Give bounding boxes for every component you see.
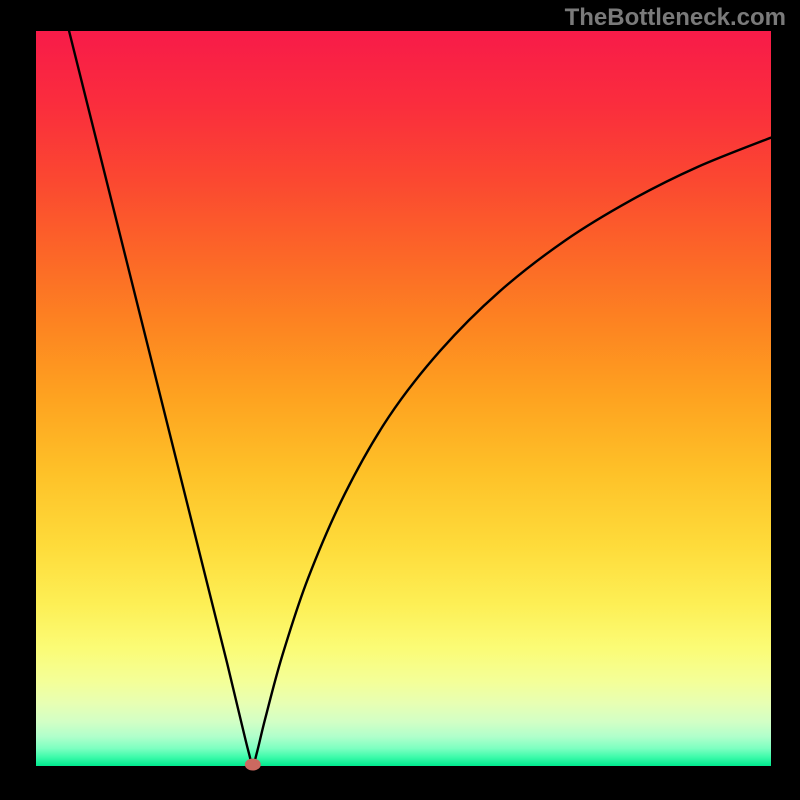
chart-container: TheBottleneck.com bbox=[0, 0, 800, 800]
chart-overlay bbox=[0, 0, 800, 800]
watermark-text: TheBottleneck.com bbox=[565, 4, 786, 32]
minimum-marker bbox=[245, 759, 261, 771]
gradient-background bbox=[36, 31, 771, 766]
